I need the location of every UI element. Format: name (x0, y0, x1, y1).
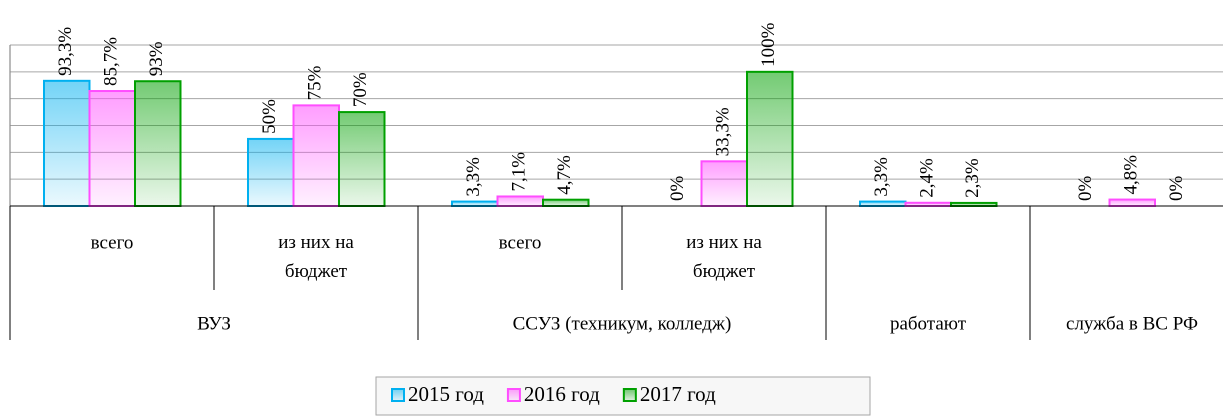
x-tick-label: всего (91, 232, 134, 253)
bar (88, 90, 136, 207)
data-label: 3,3% (871, 157, 892, 197)
data-label: 4,7% (554, 155, 575, 195)
legend-label: 2016 год (524, 382, 600, 406)
bar (1108, 198, 1156, 207)
data-label: 75% (305, 65, 326, 100)
x-tick-label: всего (499, 232, 542, 253)
data-label: 85,7% (101, 37, 122, 86)
bar (542, 198, 590, 208)
bar (859, 200, 907, 207)
group-label: служба в ВС РФ (1066, 313, 1198, 334)
data-label: 50% (259, 99, 280, 134)
bar (247, 137, 295, 208)
data-label: 93,3% (55, 27, 76, 76)
data-label: 0% (667, 176, 688, 202)
data-label: 4,8% (1121, 155, 1142, 195)
data-label: 2,3% (962, 158, 983, 198)
data-label: 0% (1166, 176, 1187, 202)
data-label: 0% (1075, 176, 1096, 202)
legend-swatch (622, 388, 637, 402)
data-label: 7,1% (509, 152, 530, 192)
x-tick-label: из них на бюджет (278, 232, 354, 282)
data-label: 33,3% (713, 107, 734, 156)
x-tick-label: из них на бюджет (686, 232, 762, 282)
data-label: 3,3% (463, 157, 484, 197)
bar (451, 200, 499, 207)
data-label: 93% (146, 41, 167, 76)
bar (746, 70, 794, 208)
data-label: 2,4% (917, 158, 938, 198)
bar (134, 80, 182, 207)
bar (43, 79, 91, 207)
data-label: 70% (350, 72, 371, 107)
bar (700, 160, 748, 207)
legend-label: 2017 год (640, 382, 716, 406)
group-label: ССУЗ (техникум, колледж) (513, 313, 732, 334)
group-label: работают (890, 313, 967, 334)
data-label: 100% (758, 22, 779, 67)
group-label: ВУЗ (197, 313, 231, 334)
legend-label: 2015 год (408, 382, 484, 406)
legend-swatch (391, 388, 405, 402)
legend-swatch (506, 388, 521, 402)
bar (496, 195, 544, 207)
bar (292, 104, 340, 207)
bar (338, 111, 386, 207)
